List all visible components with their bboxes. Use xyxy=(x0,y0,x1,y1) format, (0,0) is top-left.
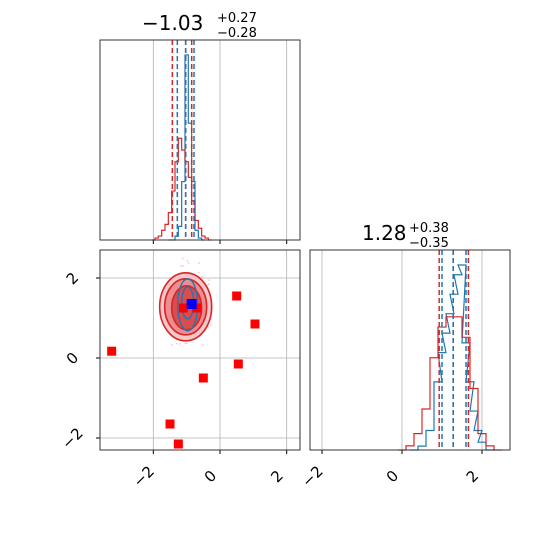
red-marker xyxy=(107,346,117,356)
panel-frame xyxy=(309,249,511,451)
sample-point xyxy=(207,283,210,285)
x-tick-label: −2 xyxy=(298,462,326,490)
sample-point xyxy=(187,262,190,265)
y-tick-label: 2 xyxy=(63,269,82,288)
sample-point xyxy=(186,260,189,263)
sample-point xyxy=(184,342,187,344)
x-tick-label: 0 xyxy=(383,467,402,486)
sample-point xyxy=(179,342,181,345)
panel-title-value: 1.28 xyxy=(362,221,407,245)
sample-point xyxy=(208,279,211,282)
sample-point xyxy=(181,257,184,260)
x-tick-label: 2 xyxy=(463,467,482,486)
red-marker xyxy=(165,419,175,429)
sample-point xyxy=(185,342,188,345)
y-tick-label: −2 xyxy=(58,424,86,452)
sample-point xyxy=(198,262,200,264)
panel-title-upper-error: +0.38 xyxy=(409,221,449,236)
marginal-panel-param-2: −2 0 2 1.28 +0.38−0.35 xyxy=(298,221,511,491)
red-marker xyxy=(178,303,188,313)
sample-point xyxy=(201,344,204,346)
y-tick-label: 0 xyxy=(63,349,82,368)
histogram-blue xyxy=(168,54,205,241)
x-tick-label: 2 xyxy=(267,467,286,486)
joint-panel: −2 0 2 −2 0 2 xyxy=(58,249,301,491)
sample-point xyxy=(197,271,200,274)
panel-frame xyxy=(99,249,301,451)
panel-title-value: −1.03 xyxy=(142,11,203,35)
panel-title-upper-error: +0.27 xyxy=(217,11,257,26)
sample-point xyxy=(171,344,174,346)
sample-point xyxy=(179,265,182,267)
red-marker xyxy=(232,291,242,301)
x-tick-label: 0 xyxy=(201,467,220,486)
histogram-blue xyxy=(410,264,494,451)
x-tick-label: −2 xyxy=(130,462,158,490)
blue-marker xyxy=(186,299,197,309)
sample-point xyxy=(176,342,178,345)
sample-point xyxy=(201,276,204,278)
panel-frame xyxy=(99,39,301,241)
histogram-red xyxy=(398,316,502,451)
red-marker xyxy=(250,319,260,329)
sample-point xyxy=(181,265,184,267)
red-marker xyxy=(173,439,183,449)
red-marker xyxy=(233,359,243,369)
panel-title-lower-error: −0.35 xyxy=(409,236,449,251)
sample-point xyxy=(210,324,212,327)
red-marker xyxy=(198,373,208,383)
panel-title-lower-error: −0.28 xyxy=(217,26,257,41)
histogram-red xyxy=(151,137,212,241)
marginal-panel-param-1: −1.03 +0.27−0.28 xyxy=(99,11,301,244)
